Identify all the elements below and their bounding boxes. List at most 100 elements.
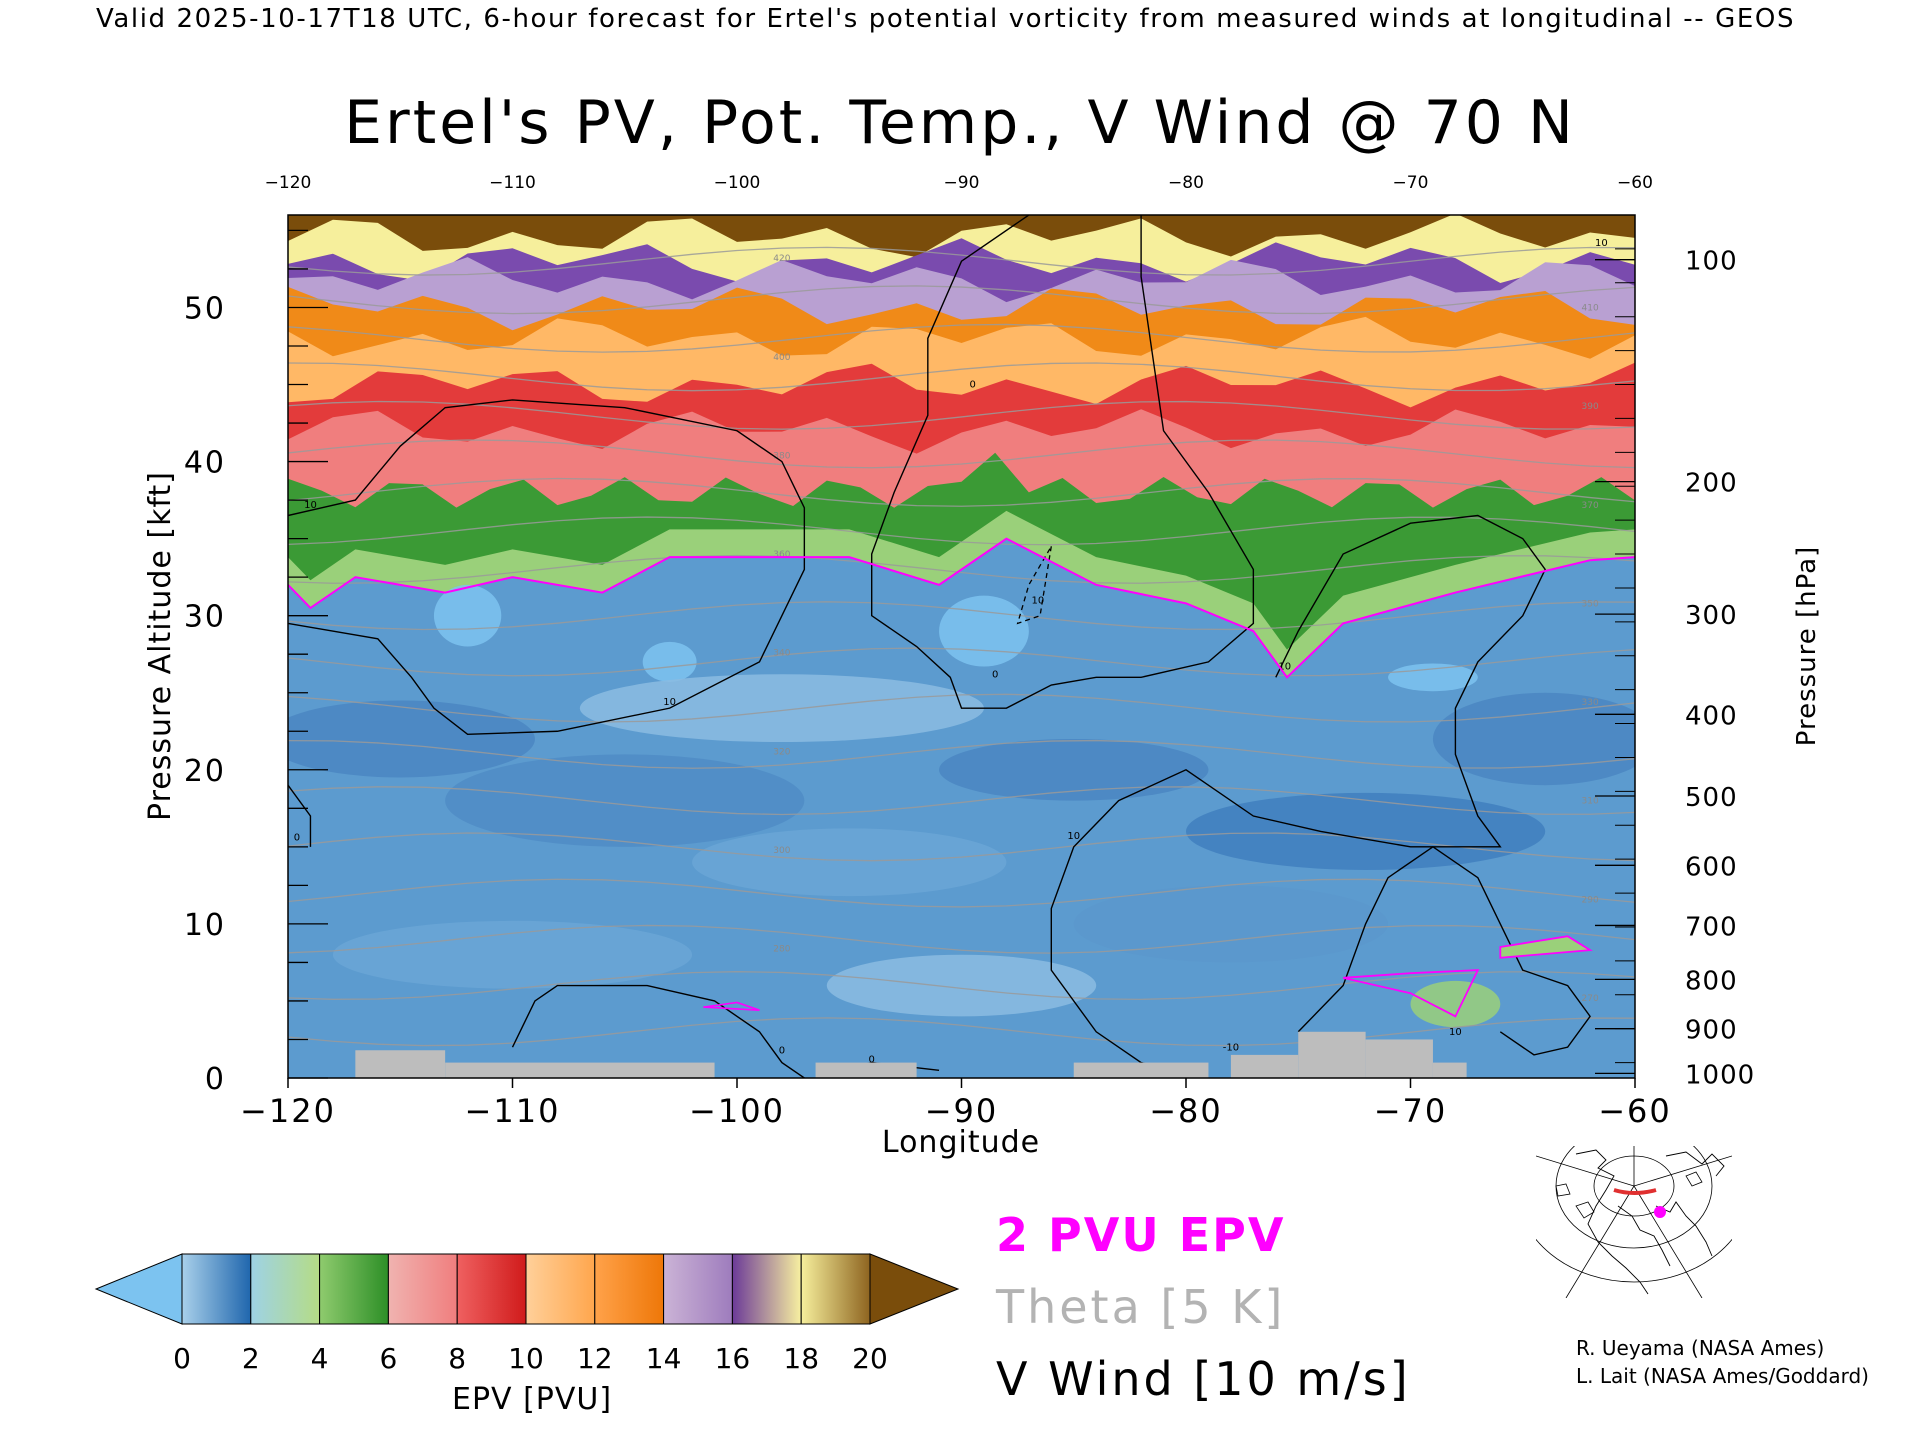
x-top-tick-label: −70	[1393, 173, 1429, 193]
x-tick-label: −70	[1374, 1092, 1448, 1130]
pv-patch	[579, 674, 984, 743]
y2-tick-label: 100	[1685, 247, 1738, 277]
colorbar-tick-label: 12	[577, 1342, 613, 1375]
colorbar-tick-label: 6	[379, 1342, 397, 1375]
vwind-contour-label: 10	[1278, 662, 1291, 673]
pv-patch	[826, 954, 1097, 1017]
x-tick-label: −60	[1598, 1092, 1672, 1130]
pv-2pvu-contour	[288, 537, 1635, 1018]
pv-patch	[939, 738, 1209, 801]
vwind-contour	[1050, 514, 1547, 1075]
y2-tick-label: 300	[1685, 601, 1738, 631]
theta-contour	[288, 1017, 1635, 1047]
theta-contour	[288, 601, 1635, 631]
vwind-contour-negative	[1016, 546, 1052, 625]
colorbar-bin	[731, 1253, 802, 1325]
terrain	[355, 1031, 1467, 1078]
terrain-block	[445, 1062, 715, 1078]
theta-contour	[288, 878, 1635, 908]
polar-stereographic-map-icon	[1536, 1146, 1732, 1298]
theta-contour	[288, 362, 1635, 392]
colorbar-label: EPV [PVU]	[452, 1382, 613, 1417]
y2-tick-label: 600	[1685, 852, 1738, 882]
theta-contour	[288, 924, 1635, 954]
vwind-contour	[871, 215, 1255, 709]
terrain-block	[1432, 1062, 1467, 1078]
colorbar-tick-label: 16	[715, 1342, 751, 1375]
theta-contour	[288, 439, 1635, 469]
vwind-contour-label: 0	[294, 833, 300, 844]
theta-contour-label: 320	[773, 747, 790, 757]
y-tick-label: 50	[184, 291, 226, 326]
theta-contour	[288, 693, 1635, 723]
colorbar-bin	[387, 1253, 458, 1325]
pv-2pvu-line	[288, 537, 1635, 679]
colorbar-bin	[594, 1253, 665, 1325]
colorbar-bin	[525, 1253, 596, 1325]
chart-title: Ertel's PV, Pot. Temp., V Wind @ 70 N	[344, 88, 1576, 158]
pv-patch	[1432, 692, 1635, 786]
credit-line-1: R. Ueyama (NASA Ames)	[1576, 1336, 1825, 1360]
credit-line-2: L. Lait (NASA Ames/Goddard)	[1576, 1364, 1869, 1388]
x-top-tick-label: −90	[944, 173, 980, 193]
colorbar-bin	[250, 1253, 321, 1325]
pv-patch	[1410, 980, 1501, 1028]
theta-contour	[288, 285, 1635, 315]
colorbar-bin	[181, 1253, 252, 1325]
colorbar-tick-label: 0	[173, 1342, 191, 1375]
theta-contour-label: 390	[1582, 402, 1599, 412]
theta-contour	[288, 477, 1635, 507]
theta-contour-label: 410	[1582, 304, 1599, 314]
colorbar-over-arrow	[869, 1253, 960, 1325]
legend-pv: 2 PVU EPV	[996, 1208, 1286, 1262]
colorbar-tick-label: 2	[242, 1342, 260, 1375]
vwind-contour	[1297, 845, 1591, 1056]
terrain-block	[355, 1050, 446, 1078]
theta-contour	[288, 246, 1635, 276]
vwind-contour-label: 0	[970, 380, 976, 391]
vwind-contour	[288, 399, 806, 736]
theta-contour	[288, 786, 1635, 816]
theta-contour	[288, 323, 1635, 353]
vwind-contours: 10 10 0 10 10 10 10 0 0 0 10 0 -10	[288, 215, 1608, 1078]
vwind-contour-label: 0	[779, 1045, 785, 1056]
theta-contour-label: 420	[773, 254, 790, 264]
terrain-block	[815, 1062, 917, 1078]
theta-contour-label: 270	[1582, 994, 1599, 1004]
legend-theta: Theta [5 K]	[996, 1280, 1286, 1334]
vwind-contour-label: -10	[1223, 1042, 1239, 1053]
pv-2pvu-island	[1342, 969, 1480, 1018]
x-tick-label: −90	[925, 1092, 999, 1130]
terrain-block	[1073, 1062, 1209, 1078]
x-top-tick-label: −100	[714, 173, 761, 193]
colorbar-tick-label: 18	[783, 1342, 819, 1375]
x-top-tick-label: −120	[265, 173, 312, 193]
colorbar-bin	[663, 1253, 733, 1325]
legend-wind: V Wind [10 m/s]	[996, 1352, 1411, 1406]
vwind-contour-label: 10	[663, 697, 676, 708]
theta-contour-label: 330	[1582, 698, 1599, 708]
y-tick-label: 20	[184, 754, 226, 789]
pv-patch	[433, 584, 502, 647]
vwind-contour-label: 10	[1067, 831, 1080, 842]
colorbar-tick-label: 8	[448, 1342, 466, 1375]
pv-patch	[1186, 792, 1546, 870]
theta-contour	[288, 400, 1635, 430]
colorbar-tick-label: 10	[508, 1342, 544, 1375]
theta-contour	[288, 739, 1635, 769]
x-tick-label: −120	[240, 1092, 336, 1130]
theta-contour-label: 350	[1582, 599, 1599, 609]
theta-contour-label: 370	[1582, 501, 1599, 511]
inset-marker	[1654, 1206, 1666, 1218]
vwind-contour	[288, 784, 312, 847]
x-top-tick-label: −60	[1617, 173, 1653, 193]
terrain-block	[1230, 1054, 1299, 1078]
y2-tick-label: 800	[1685, 966, 1738, 996]
y2-tick-label: 900	[1685, 1016, 1738, 1046]
theta-contour-label: 280	[773, 945, 790, 955]
colorbar-under-arrow	[94, 1253, 183, 1325]
y-axis-label: Pressure Altitude [kft]	[143, 471, 178, 821]
theta-contour-label: 380	[773, 451, 790, 461]
y-tick-label: 10	[184, 908, 226, 943]
x-tick-label: −80	[1149, 1092, 1223, 1130]
